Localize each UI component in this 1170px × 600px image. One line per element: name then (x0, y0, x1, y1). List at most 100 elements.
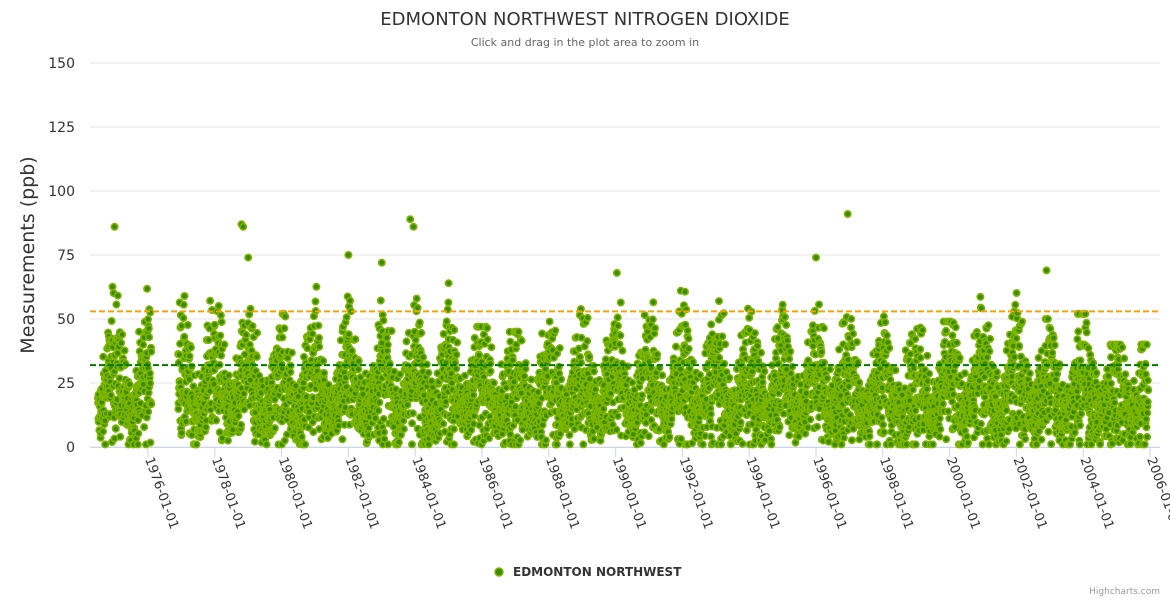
data-point (489, 378, 498, 387)
data-point (984, 321, 993, 330)
data-point (665, 433, 674, 442)
data-point (125, 380, 134, 389)
data-point (918, 326, 927, 335)
data-point (192, 440, 201, 449)
data-point (992, 368, 1001, 377)
data-point (960, 369, 969, 378)
data-point (144, 324, 153, 333)
data-point (527, 375, 536, 384)
data-point (320, 368, 329, 377)
data-point (758, 378, 767, 387)
data-point (248, 321, 257, 330)
y-tick-label: 0 (66, 440, 75, 456)
data-point (976, 292, 985, 301)
data-point (120, 346, 129, 355)
data-point (376, 296, 385, 305)
data-point (951, 323, 960, 332)
data-point (775, 423, 784, 432)
data-point (180, 291, 189, 300)
data-point (374, 406, 383, 415)
data-point (628, 378, 637, 387)
data-point (224, 371, 233, 380)
data-point (922, 384, 931, 393)
data-point (179, 300, 188, 309)
data-point (599, 404, 608, 413)
data-point (314, 321, 323, 330)
data-point (134, 429, 143, 438)
data-point (240, 350, 249, 359)
data-point (715, 353, 724, 362)
data-point (849, 424, 858, 433)
data-point (1015, 341, 1024, 350)
data-point (145, 369, 154, 378)
data-point (948, 331, 957, 340)
data-point (262, 440, 271, 449)
data-point (270, 424, 279, 433)
data-point (942, 435, 951, 444)
data-point (589, 367, 598, 376)
data-point (684, 334, 693, 343)
data-point (753, 341, 762, 350)
data-point (756, 348, 765, 357)
data-point (885, 344, 894, 353)
data-point (825, 365, 834, 374)
data-point (738, 439, 747, 448)
data-point (935, 414, 944, 423)
data-point (413, 303, 422, 312)
data-point (453, 338, 462, 347)
x-tick-label: 2004-01-01 (1076, 455, 1116, 531)
data-point (439, 419, 448, 428)
data-point (287, 348, 296, 357)
data-point (452, 364, 461, 373)
data-point (278, 333, 287, 342)
x-tick-label: 2006-01-01 (1143, 455, 1170, 531)
data-point (714, 297, 723, 306)
chart-title: EDMONTON NORTHWEST NITROGEN DIOXIDE (380, 9, 789, 30)
data-point (936, 425, 945, 434)
data-point (865, 440, 874, 449)
data-point (415, 318, 424, 327)
data-point (506, 430, 515, 439)
data-point (239, 389, 248, 398)
data-point (484, 434, 493, 443)
data-point (217, 351, 226, 360)
data-point (801, 429, 810, 438)
data-point (848, 329, 857, 338)
data-point (803, 423, 812, 432)
data-point (113, 291, 122, 300)
x-tick-label: 1982-01-01 (342, 455, 382, 531)
data-point (565, 440, 574, 449)
data-point (847, 314, 856, 323)
data-point (118, 330, 127, 339)
data-point (938, 399, 947, 408)
data-point (736, 418, 745, 427)
data-point (201, 423, 210, 432)
data-point (618, 346, 627, 355)
data-point (891, 366, 900, 375)
data-point (234, 411, 243, 420)
data-point (520, 372, 529, 381)
y-tick-label: 100 (48, 184, 75, 200)
data-point (873, 440, 882, 449)
data-point (823, 374, 832, 383)
y-tick-label: 50 (57, 312, 75, 328)
data-point (144, 315, 153, 324)
data-point (375, 398, 384, 407)
plot-area[interactable] (93, 210, 1153, 449)
data-point (1025, 369, 1034, 378)
data-point (1015, 440, 1024, 449)
data-point (379, 316, 388, 325)
x-tick-label: 1980-01-01 (275, 455, 315, 531)
data-point (718, 332, 727, 341)
data-point (612, 425, 621, 434)
y-tick-label: 25 (57, 376, 75, 392)
data-point (107, 316, 116, 325)
data-point (111, 424, 120, 433)
data-point (545, 317, 554, 326)
data-point (449, 440, 458, 449)
data-point (1010, 352, 1019, 361)
data-point (346, 296, 355, 305)
data-point (281, 312, 290, 321)
data-point (616, 331, 625, 340)
